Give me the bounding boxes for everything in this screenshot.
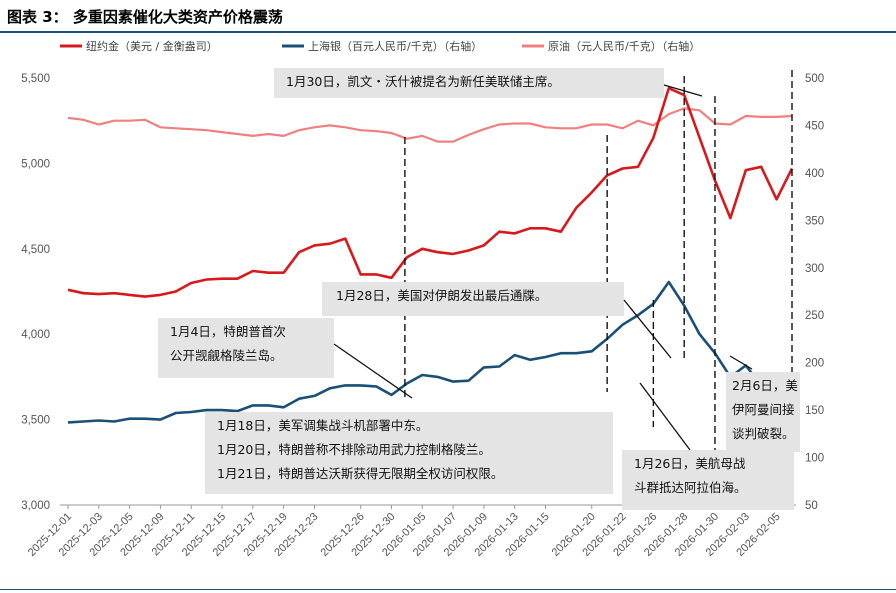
right-tick-label: 100 bbox=[805, 453, 824, 465]
annotation-fighters-box bbox=[205, 412, 613, 494]
title-rule bbox=[0, 31, 896, 33]
annotation-greenland-text: 公开觊觎格陵兰岛。 bbox=[170, 348, 283, 363]
annotation-carrier-text: 斗群抵达阿拉伯海。 bbox=[634, 480, 747, 495]
annotation-fighters-text: 1月18日，美军调集战斗机部署中东。 bbox=[217, 418, 428, 433]
legend-label-1: 上海银（百元人民币/千克）（右轴） bbox=[308, 39, 482, 53]
annotation-leader-line bbox=[729, 355, 753, 370]
figure-title: 图表 3： 多重因素催化大类资产价格震荡 bbox=[7, 8, 283, 26]
left-tick-label: 4,000 bbox=[21, 329, 50, 341]
annotation-fighters-text: 1月21日，特朗普达沃斯获得无限期全权访问权限。 bbox=[217, 466, 503, 481]
series-line-1 bbox=[67, 280, 793, 424]
annotation-talks-text: 谈判破裂。 bbox=[732, 426, 795, 441]
right-tick-label: 500 bbox=[805, 73, 824, 85]
annotation-warsh-text: 1月30日，凯文・沃什被提名为新任美联储主席。 bbox=[286, 74, 560, 89]
x-axis: 2025-12-012025-12-032025-12-052025-12-09… bbox=[26, 504, 796, 559]
series-layer bbox=[67, 86, 794, 424]
right-y-axis: 50 100 150 200 250 300 350 400 450 500 bbox=[805, 73, 824, 512]
line-chart: 纽约金（美元 / 金衡盎司） 上海银（百元人民币/千克）（右轴） 原油（元人民币/千… bbox=[21, 39, 824, 559]
annotation-ultimatum-box bbox=[322, 282, 624, 316]
annotation-warsh-box bbox=[274, 68, 664, 98]
right-tick-label: 150 bbox=[805, 405, 824, 417]
left-tick-label: 3,500 bbox=[21, 415, 50, 427]
annotation-greenland-box bbox=[158, 318, 334, 378]
right-tick-label: 300 bbox=[805, 263, 824, 275]
left-tick-label: 5,000 bbox=[21, 158, 50, 170]
legend: 纽约金（美元 / 金衡盎司） 上海银（百元人民币/千克）（右轴） 原油（元人民币/千… bbox=[60, 39, 700, 53]
right-tick-label: 400 bbox=[805, 168, 824, 180]
right-tick-label: 450 bbox=[805, 120, 824, 132]
annotation-carrier-box bbox=[622, 450, 794, 510]
annotation-leader-line bbox=[623, 299, 672, 359]
legend-label-0: 纽约金（美元 / 金衡盎司） bbox=[86, 39, 218, 53]
annotation-greenland-text: 1月4日，特朗普首次 bbox=[170, 324, 286, 339]
figure-header: 图表 3： 多重因素催化大类资产价格震荡 bbox=[0, 0, 896, 34]
annotation-carrier-text: 1月26日，美航母战 bbox=[634, 456, 746, 471]
right-tick-label: 250 bbox=[805, 310, 824, 322]
annotation-ultimatum-text: 1月28日，美国对伊朗发出最后通牒。 bbox=[336, 288, 547, 303]
left-tick-label: 4,500 bbox=[21, 244, 50, 256]
legend-label-2: 原油（元人民币/千克）（右轴） bbox=[548, 39, 700, 53]
bottom-rule bbox=[0, 589, 896, 590]
left-y-axis: 3,000 3,500 4,000 4,500 5,000 5,500 bbox=[21, 73, 50, 512]
annotation-leader-line bbox=[663, 84, 703, 97]
annotations: 1月30日，凯文・沃什被提名为新任美联储主席。 1月28日，美国对伊朗发出最后通牒… bbox=[158, 68, 800, 510]
series-line-2 bbox=[67, 107, 793, 143]
annotation-leader-line bbox=[639, 382, 691, 451]
annotation-talks-text: 伊阿曼间接 bbox=[732, 402, 795, 417]
left-tick-label: 3,000 bbox=[21, 500, 50, 512]
series-line-0 bbox=[67, 86, 794, 298]
annotation-talks-text: 2月6日，美 bbox=[732, 378, 798, 393]
right-tick-label: 200 bbox=[805, 358, 824, 370]
annotation-fighters-text: 1月20日，特朗普称不排除动用武力控制格陵兰。 bbox=[217, 442, 491, 457]
event-markers bbox=[404, 70, 793, 453]
left-tick-label: 5,500 bbox=[21, 73, 50, 85]
annotation-talks-box bbox=[726, 372, 800, 452]
annotation-leader-line bbox=[333, 343, 413, 399]
right-tick-label: 50 bbox=[805, 500, 818, 512]
right-tick-label: 350 bbox=[805, 215, 824, 227]
